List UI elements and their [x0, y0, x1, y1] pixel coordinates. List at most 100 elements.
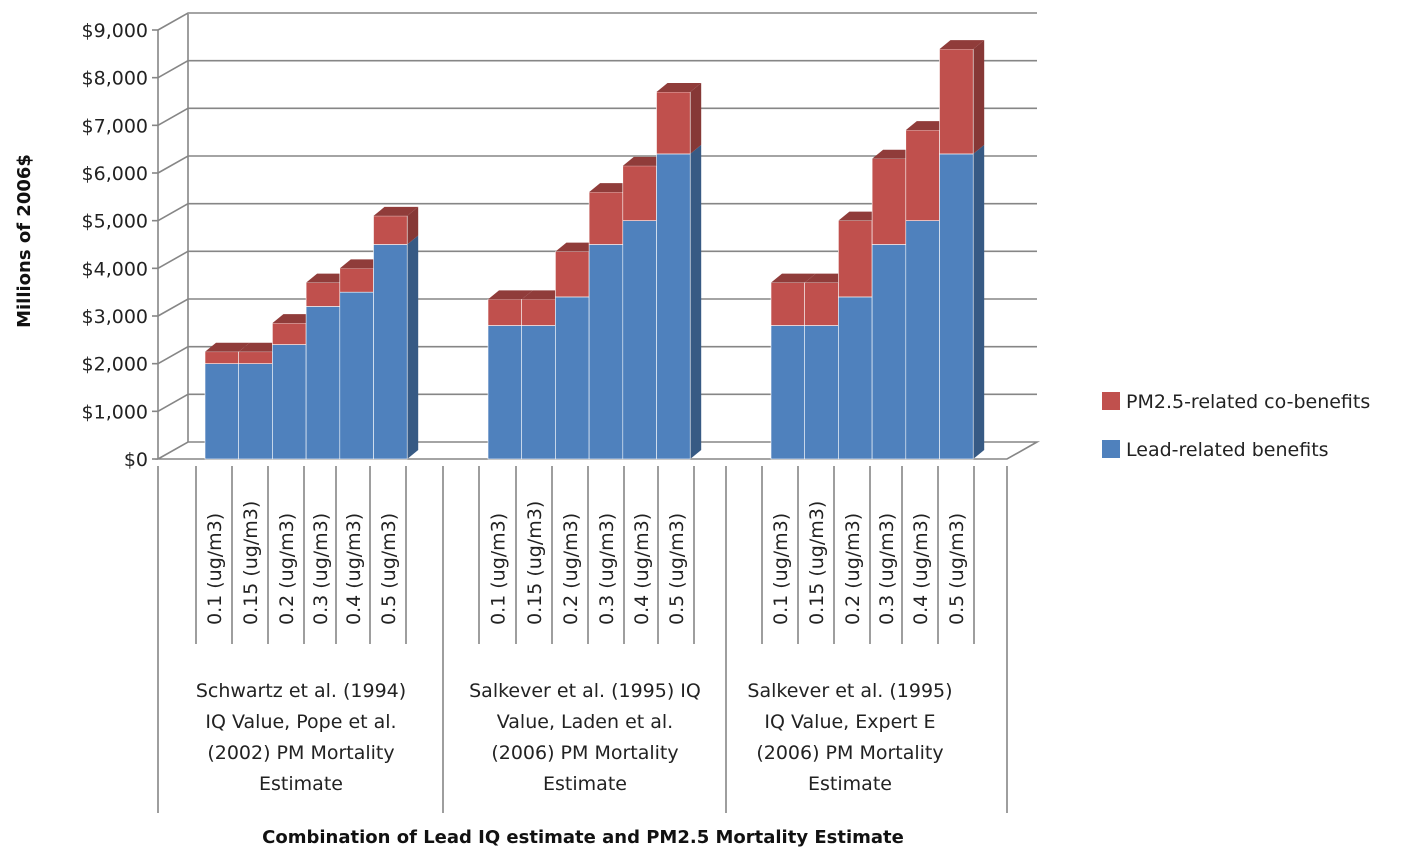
bar-top: [373, 206, 419, 216]
lead-bar: [555, 296, 590, 460]
x-tick-label: 0.3 (ug/m3): [310, 513, 332, 625]
gridline: [157, 155, 1037, 174]
x-axis-title: Combination of Lead IQ estimate and PM2.…: [262, 827, 904, 848]
pm-bar: [487, 299, 523, 326]
x-tick-label: 0.5 (ug/m3): [666, 513, 688, 625]
group-label: Salkever et al. (1995) IQ Value, Expert E…: [747, 680, 952, 795]
lead-bar-side: [973, 144, 985, 459]
pm-bar: [238, 351, 273, 364]
lead-bar: [838, 296, 873, 460]
lead-bar: [622, 220, 657, 460]
pm-bar: [555, 251, 590, 298]
lead-bar: [238, 363, 273, 460]
x-tick-label: 0.2 (ug/m3): [276, 513, 298, 625]
y-axis-ticks: $0 $1,000 $2,000 $3,000 $4,000 $5,000 $6,000 $7…: [82, 20, 158, 471]
lead-bar-side: [690, 144, 702, 459]
y-axis-title: Millions of 2006$: [14, 154, 35, 328]
x-tick-label: 0.15 (ug/m3): [524, 501, 546, 625]
lead-bar-side: [407, 235, 419, 459]
x-tick-label: 0.1 (ug/m3): [204, 513, 226, 625]
x-tick-label: 0.1 (ug/m3): [488, 513, 510, 625]
lead-bar: [939, 153, 974, 460]
lead-bar: [373, 244, 408, 460]
y-tick-label: $2,000: [82, 354, 148, 376]
y-tick-label: $6,000: [82, 163, 148, 185]
legend-label-pm: PM2.5-related co-benefits: [1126, 391, 1370, 413]
x-tick-label: 0.3 (ug/m3): [876, 513, 898, 625]
pm-bar: [272, 322, 307, 345]
gridline: [157, 393, 1037, 413]
group-label: Schwartz et al. (1994) IQ Value, Pope et …: [196, 680, 406, 795]
gridline: [157, 59, 1037, 79]
x-tick-label: 0.15 (ug/m3): [240, 501, 262, 625]
bar-top: [939, 40, 985, 50]
gridline: [157, 345, 1037, 365]
pm-bar: [588, 191, 624, 245]
lead-bar: [905, 220, 940, 460]
pm-bar: [656, 91, 691, 155]
pm-bar: [871, 158, 907, 245]
pm-bar: [204, 351, 240, 364]
y-tick-label: $3,000: [82, 306, 148, 328]
gridlines: [157, 12, 1037, 413]
y-tick-label: $7,000: [82, 115, 148, 137]
x-tick-label: 0.4 (ug/m3): [343, 513, 365, 625]
lead-bar: [204, 363, 240, 460]
pm-bar: [622, 165, 657, 221]
pm-bar: [804, 282, 839, 326]
bar-top: [205, 342, 250, 352]
pm-bar-side: [973, 40, 985, 154]
lead-bar: [339, 291, 374, 460]
lead-bar: [521, 325, 556, 460]
lead-bar: [804, 325, 839, 460]
gridline: [157, 250, 1037, 270]
lead-bar: [588, 244, 624, 460]
group-label: Salkever et al. (1995) IQ Value, Laden et…: [469, 680, 701, 795]
x-tick-label: 0.1 (ug/m3): [770, 513, 792, 625]
pm-bar-side: [690, 82, 702, 154]
lead-bar: [871, 244, 907, 460]
x-tick-label: 0.15 (ug/m3): [806, 501, 828, 625]
y-tick-label: $0: [124, 449, 148, 471]
lead-bar: [305, 306, 341, 460]
pm-bar: [838, 220, 873, 298]
x-tick-label: 0.4 (ug/m3): [631, 513, 653, 625]
gridline: [157, 298, 1037, 317]
pm-bar: [373, 215, 408, 245]
x-axis: 0.1 (ug/m3) 0.15 (ug/m3) 0.2 (ug/m3) 0.3 (u…: [157, 466, 1008, 813]
pm-bar: [770, 282, 806, 326]
y-tick-label: $8,000: [82, 68, 148, 90]
legend-swatch-pm: [1102, 392, 1120, 410]
bar-top: [656, 82, 702, 92]
lead-bar: [272, 344, 307, 460]
legend: PM2.5-related co-benefits Lead-related be…: [1102, 391, 1370, 461]
pm-bar: [305, 282, 341, 307]
pm-bar: [339, 268, 374, 293]
y-tick-label: $1,000: [82, 401, 148, 423]
x-tick-label: 0.2 (ug/m3): [842, 513, 864, 625]
x-tick-label: 0.5 (ug/m3): [946, 513, 968, 625]
pm-bar: [939, 48, 974, 155]
lead-bar: [656, 153, 691, 460]
legend-label-lead: Lead-related benefits: [1126, 439, 1329, 461]
x-tick-label: 0.2 (ug/m3): [560, 513, 582, 625]
gridline: [157, 202, 1037, 222]
bar-top: [488, 290, 533, 300]
x-tick-label: 0.4 (ug/m3): [910, 513, 932, 625]
bar-top: [771, 273, 816, 283]
gridline: [157, 107, 1037, 127]
legend-swatch-lead: [1102, 440, 1120, 458]
lead-bar: [487, 325, 523, 460]
bars: [204, 40, 985, 460]
pm-bar: [905, 129, 940, 221]
pm-bar-side: [407, 206, 419, 245]
y-tick-label: $5,000: [82, 211, 148, 233]
x-tick-label: 0.3 (ug/m3): [596, 513, 618, 625]
gridline: [157, 12, 1037, 31]
pm-bar: [521, 299, 556, 326]
y-tick-label: $9,000: [82, 20, 148, 42]
lead-bar: [770, 325, 806, 460]
y-tick-label: $4,000: [82, 258, 148, 280]
